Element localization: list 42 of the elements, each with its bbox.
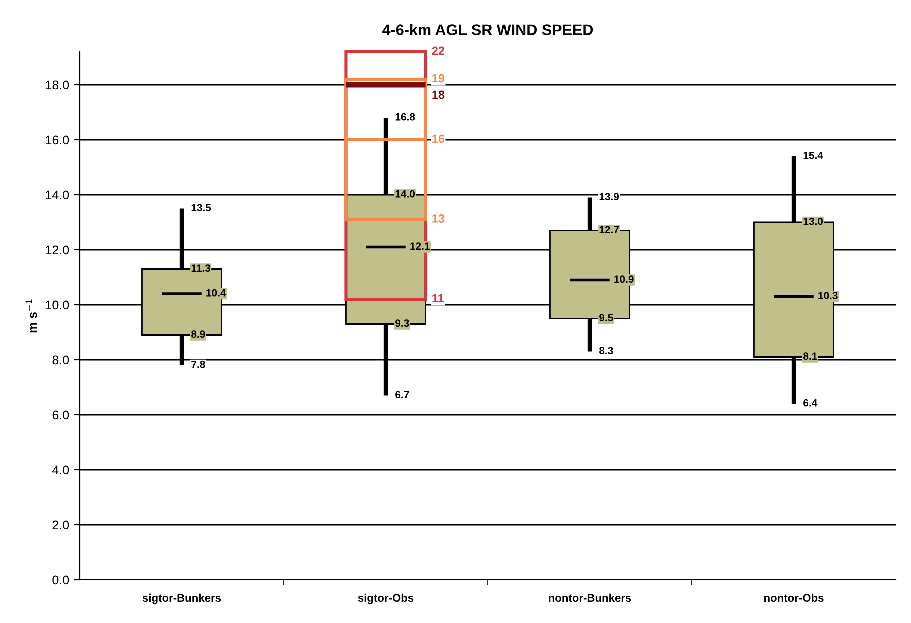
annotation: 13.9 bbox=[600, 193, 620, 201]
annotation: 15.4 bbox=[804, 152, 824, 160]
y-tick-label: 16.0 bbox=[46, 136, 70, 145]
annotation: 18 bbox=[432, 90, 445, 100]
annotation: 8.3 bbox=[600, 347, 614, 355]
annotation: 22 bbox=[432, 46, 445, 56]
y-tick-label: 18.0 bbox=[46, 80, 70, 90]
x-tick-label: nontor-Bunkers bbox=[549, 594, 632, 602]
annotation: 10.3 bbox=[818, 292, 838, 300]
annotation: 6.4 bbox=[804, 399, 818, 407]
annotation: 9.3 bbox=[396, 320, 410, 328]
annotation: 13.5 bbox=[192, 204, 212, 212]
x-tick-label: nontor-Obs bbox=[764, 594, 824, 602]
y-axis-title: m s$^{−1}$ bbox=[26, 300, 38, 333]
annotation: 11.3 bbox=[192, 264, 211, 272]
annotation: 19 bbox=[432, 74, 445, 83]
annotation: 16 bbox=[432, 134, 445, 144]
annotation: 8.9 bbox=[192, 330, 206, 338]
annotation: 7.8 bbox=[192, 360, 206, 368]
chart-title: 4-6-km AGL SR WIND SPEED bbox=[382, 24, 594, 36]
annotation: 9.5 bbox=[600, 314, 614, 322]
annotation: 14.0 bbox=[396, 190, 416, 198]
annotation: 13 bbox=[432, 214, 445, 223]
y-tick-label: 12.0 bbox=[46, 246, 70, 255]
annotation: 12.7 bbox=[600, 226, 619, 234]
y-tick-label: 4.0 bbox=[52, 466, 70, 475]
y-tick-label: 6.0 bbox=[52, 410, 70, 420]
y-tick-label: 0.0 bbox=[52, 576, 70, 585]
annotation: 8.1 bbox=[804, 352, 818, 360]
annotation: 10.4 bbox=[206, 289, 226, 297]
y-tick-label: 14.0 bbox=[46, 190, 70, 200]
y-tick-label: 2.0 bbox=[52, 520, 70, 530]
annotation: 10.9 bbox=[614, 276, 634, 284]
y-tick-label: 10.0 bbox=[46, 300, 70, 310]
annotation: 13.0 bbox=[804, 218, 824, 226]
annotation: 12.1 bbox=[410, 242, 430, 250]
annotation: 16.8 bbox=[396, 113, 416, 121]
x-tick-label: sigtor-Bunkers bbox=[142, 594, 222, 604]
x-tick-label: sigtor-Obs bbox=[358, 594, 414, 604]
annotation: 11 bbox=[432, 294, 444, 303]
annotation: 6.7 bbox=[396, 391, 410, 399]
y-tick-label: 8.0 bbox=[52, 356, 70, 365]
